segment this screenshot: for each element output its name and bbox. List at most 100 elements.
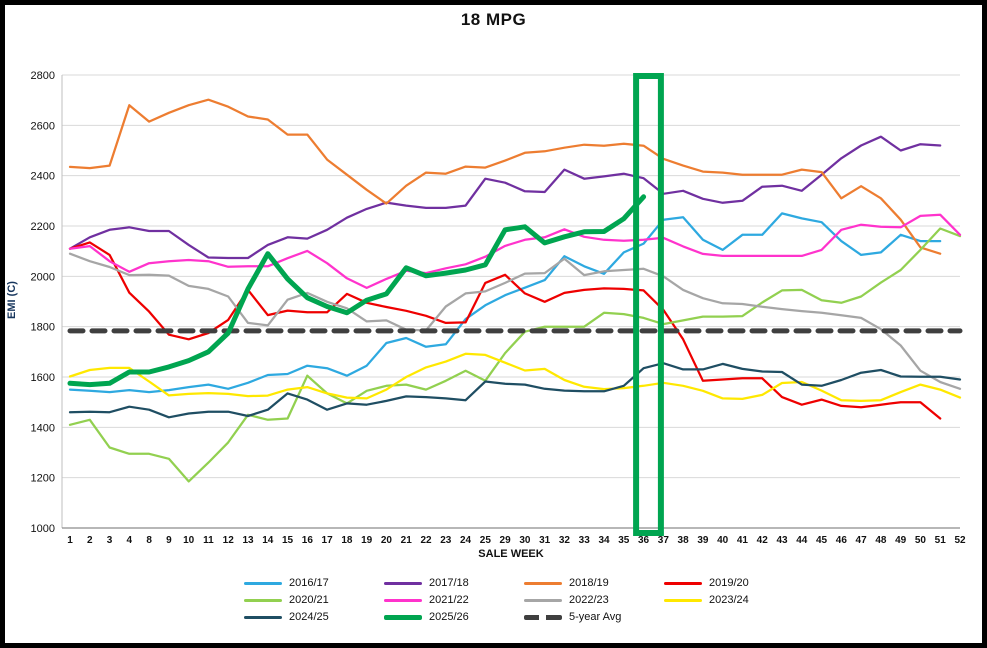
series-line-2025-26 (67, 194, 647, 388)
legend-item-2023-24: 2023/24 (664, 593, 804, 607)
legend-swatch (524, 614, 562, 620)
x-tick-label: 9 (166, 535, 172, 546)
x-tick-label: 25 (480, 535, 492, 546)
x-tick-label: 1 (67, 535, 73, 546)
legend-label: 2020/21 (289, 594, 329, 606)
x-tick-label: 8 (146, 535, 152, 546)
series-line-2024-25 (68, 362, 962, 419)
series-line-2022-23 (68, 252, 962, 390)
y-tick-label: 1400 (31, 422, 55, 434)
x-tick-label: 39 (697, 535, 709, 546)
legend-swatch (524, 581, 562, 585)
x-tick-label: 3 (107, 535, 113, 546)
x-tick-label: 40 (717, 535, 729, 546)
x-tick-label: 19 (361, 535, 373, 546)
x-tick-label: 48 (875, 535, 887, 546)
x-tick-label: 45 (816, 535, 828, 546)
x-tick-label: 42 (757, 535, 769, 546)
legend-swatch (384, 598, 422, 602)
series-line-2016-17 (68, 212, 942, 394)
x-tick-label: 51 (935, 535, 947, 546)
chart-title: 18 MPG (460, 10, 527, 29)
legend-item-2019-20: 2019/20 (664, 576, 804, 590)
x-tick-label: 24 (460, 535, 472, 546)
legend-swatch (244, 581, 282, 585)
x-tick-label: 4 (127, 535, 133, 546)
x-tick-label: 35 (618, 535, 630, 546)
x-tick-label: 44 (796, 535, 808, 546)
x-tick-label: 46 (836, 535, 848, 546)
x-tick-label: 41 (737, 535, 749, 546)
y-tick-label: 1600 (31, 372, 55, 384)
series-line-2021-22 (68, 213, 962, 290)
legend-swatch (664, 581, 702, 585)
y-tick-label: 1000 (31, 523, 55, 535)
x-tick-label: 2 (87, 535, 93, 546)
x-tick-label: 11 (203, 535, 214, 546)
legend-label: 2021/22 (429, 594, 469, 606)
legend-label: 2019/20 (709, 577, 749, 589)
x-tick-label: 34 (598, 535, 610, 546)
x-tick-label: 33 (579, 535, 591, 546)
x-tick-label: 22 (420, 535, 432, 546)
x-tick-label: 37 (658, 535, 670, 546)
legend-label: 5-year Avg (569, 611, 622, 623)
x-tick-label: 20 (381, 535, 393, 546)
x-tick-label: 17 (322, 535, 334, 546)
x-tick-label: 14 (262, 535, 274, 546)
current-week-highlight-box (633, 73, 664, 536)
x-tick-label: 52 (954, 535, 966, 546)
x-axis-title: SALE WEEK (478, 548, 544, 560)
legend-item-2022-23: 2022/23 (524, 593, 664, 607)
y-tick-label: 2400 (31, 171, 55, 183)
x-tick-label: 32 (559, 535, 571, 546)
x-tick-label: 21 (401, 535, 413, 546)
legend-item-2016-17: 2016/17 (244, 576, 384, 590)
legend-swatch (384, 581, 422, 585)
legend-label: 2025/26 (429, 611, 469, 623)
series-line-2020-21 (68, 227, 962, 483)
y-axis-title: EMI (C) (6, 281, 18, 319)
x-tick-label: 38 (678, 535, 690, 546)
series-line-2017-18 (68, 135, 942, 260)
legend-item-2025-26: 2025/26 (384, 610, 524, 624)
x-tick-label: 16 (302, 535, 314, 546)
legend-label: 2024/25 (289, 611, 329, 623)
x-tick-label: 47 (856, 535, 868, 546)
x-tick-label: 31 (539, 535, 551, 546)
x-tick-label: 15 (282, 535, 294, 546)
legend-label: 2022/23 (569, 594, 609, 606)
x-tick-label: 12 (223, 535, 235, 546)
y-tick-label: 2000 (31, 271, 55, 283)
x-tick-label: 36 (638, 535, 650, 546)
x-tick-label: 10 (183, 535, 195, 546)
y-tick-label: 1800 (31, 322, 55, 334)
x-tick-label: 23 (440, 535, 452, 546)
y-tick-label: 1200 (31, 473, 55, 485)
chart-legend: 2016/17 2017/18 2018/19 2019/20 2020/21 2021/… (244, 576, 804, 624)
x-tick-label: 49 (895, 535, 907, 546)
legend-item-2020-21: 2020/21 (244, 593, 384, 607)
legend-label: 2018/19 (569, 577, 609, 589)
legend-item-2024-25: 2024/25 (244, 610, 384, 624)
x-tick-label: 29 (500, 535, 512, 546)
x-tick-label: 43 (776, 535, 788, 546)
legend-item-2017-18: 2017/18 (384, 576, 524, 590)
series-line-2018-19 (68, 98, 942, 255)
x-tick-label: 30 (519, 535, 531, 546)
x-tick-label: 18 (341, 535, 353, 546)
x-tick-label: 50 (915, 535, 927, 546)
legend-swatch (524, 598, 562, 602)
legend-swatch (244, 598, 282, 602)
legend-item-5-year-avg: 5-year Avg (524, 610, 664, 624)
legend-item-2021-22: 2021/22 (384, 593, 524, 607)
y-tick-label: 2800 (31, 70, 55, 82)
legend-swatch (384, 614, 422, 620)
legend-label: 2016/17 (289, 577, 329, 589)
legend-swatch (664, 598, 702, 602)
y-tick-label: 2600 (31, 120, 55, 132)
legend-label: 2017/18 (429, 577, 469, 589)
legend-swatch (244, 615, 282, 619)
